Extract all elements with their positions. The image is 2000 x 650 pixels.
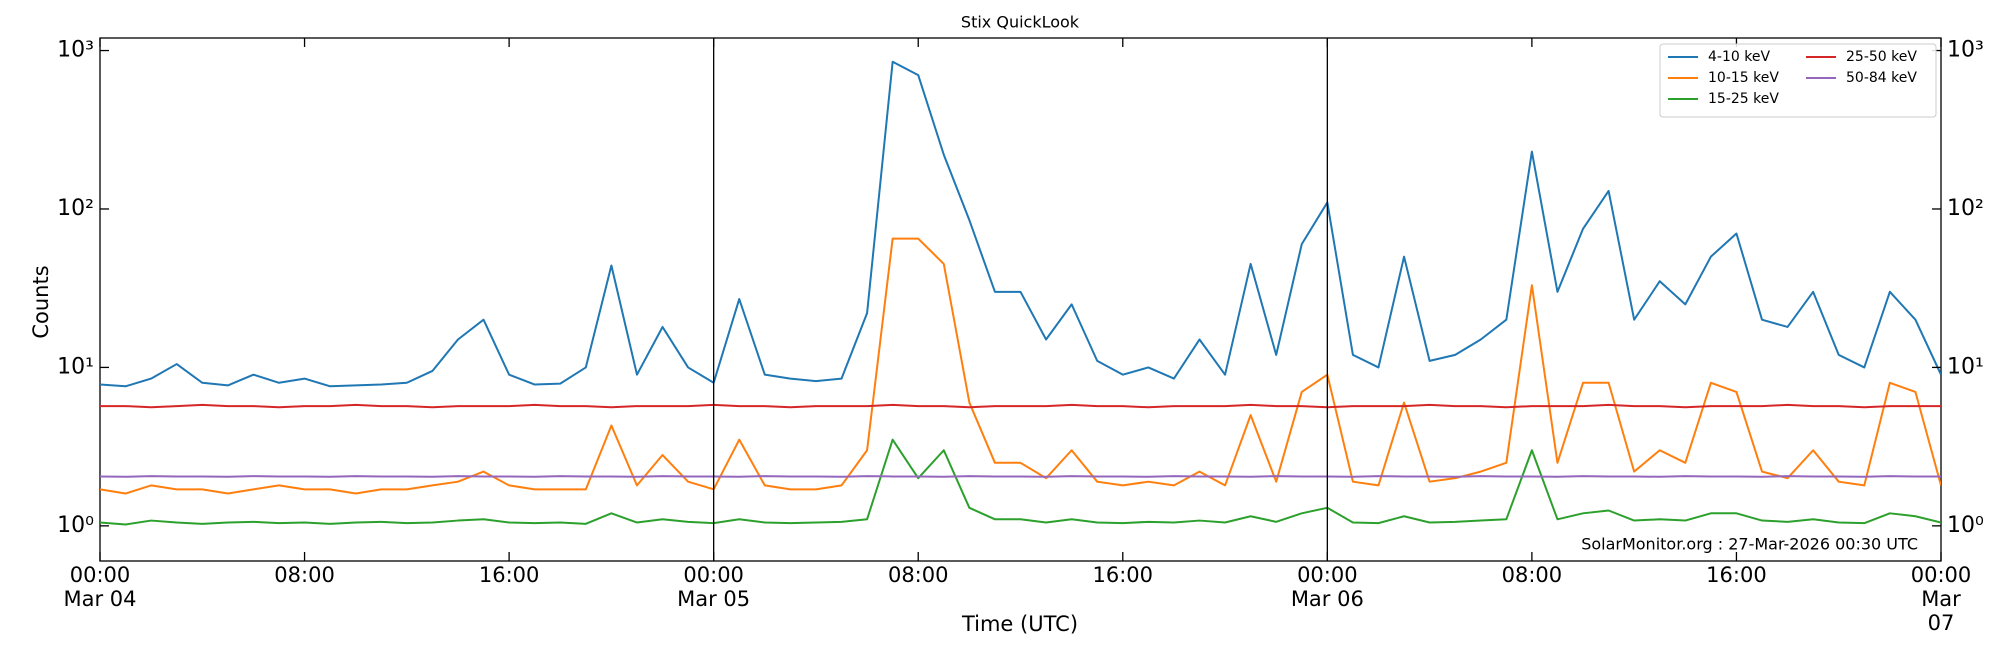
plot-frame	[99, 37, 1942, 562]
y-tick-label-right: 10⁰	[1947, 513, 1984, 538]
y-tick-label-right: 10³	[1947, 38, 1984, 63]
x-tick-label: 08:00	[274, 563, 335, 587]
x-tick-label: 08:00	[887, 563, 949, 587]
series-line	[100, 403, 1941, 409]
x-tick-label: 00:00 Mar 07	[1910, 563, 1972, 635]
series-line	[100, 438, 1941, 526]
legend-label: 4-10 keV	[1708, 49, 1770, 65]
x-tick-label: 16:00	[478, 563, 540, 587]
y-tick-label: 10²	[57, 196, 94, 221]
x-tick-label: 08:00	[1501, 563, 1563, 587]
x-tick-label: 16:00	[1092, 563, 1154, 587]
annotation: SolarMonitor.org : 27-Mar-2026 00:30 UTC	[1581, 535, 1918, 554]
y-tick-label: 10³	[57, 38, 94, 63]
series-line	[100, 60, 1941, 388]
x-axis-label: Time (UTC)	[961, 612, 1078, 636]
legend-label: 25-50 keV	[1846, 49, 1917, 65]
legend-label: 10-15 keV	[1708, 70, 1779, 86]
legend-label: 15-25 keV	[1708, 91, 1779, 107]
x-tick-label: 16:00	[1706, 563, 1767, 587]
y-tick-label: 10¹	[57, 354, 94, 379]
y-axis-label: Counts	[29, 265, 53, 338]
y-tick-label-right: 10¹	[1947, 354, 1984, 379]
x-tick-label: 00:00 Mar 04	[63, 563, 137, 611]
series-line	[100, 237, 1941, 495]
chart-title: Stix QuickLook	[961, 13, 1080, 32]
legend-label: 50-84 keV	[1846, 70, 1917, 86]
x-tick-label: 00:00 Mar 06	[1290, 563, 1364, 611]
y-tick-label-right: 10²	[1947, 196, 1984, 221]
y-tick-label: 10⁰	[57, 513, 94, 538]
series-line	[100, 475, 1941, 478]
legend-box	[1659, 43, 1937, 118]
x-tick-label: 00:00 Mar 05	[677, 563, 751, 611]
